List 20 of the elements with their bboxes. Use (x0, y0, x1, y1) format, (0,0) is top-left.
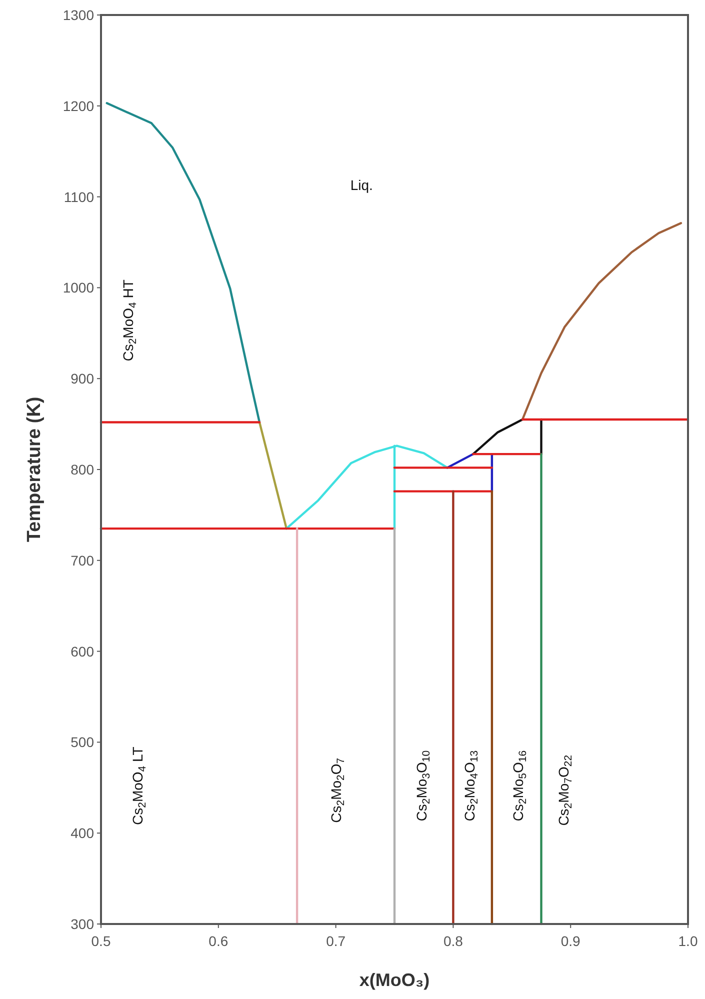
y-tick-label: 500 (70, 734, 94, 750)
y-tick-label: 600 (70, 643, 94, 660)
annotation: Liq. (350, 176, 373, 193)
x-tick-label: 0.7 (326, 933, 346, 949)
y-tick-label: 1300 (62, 7, 94, 23)
y-tick-label: 1100 (64, 188, 94, 205)
x-tick-label: 0.5 (91, 933, 111, 949)
x-tick-label: 0.9 (560, 933, 581, 949)
y-tick-label: 800 (70, 462, 94, 478)
y-tick-label: 1000 (62, 280, 94, 296)
x-tick-label: 0.6 (208, 933, 228, 949)
y-axis-title: Temperature (K) (24, 396, 45, 542)
y-tick-label: 1200 (62, 98, 94, 114)
y-tick-label: 400 (70, 825, 94, 842)
x-tick-label: 1.0 (678, 933, 698, 949)
y-tick-label: 700 (70, 552, 94, 568)
y-tick-label: 300 (70, 916, 94, 932)
y-tick-label: 900 (70, 370, 94, 387)
x-axis-title: x(MoO₃) (359, 970, 430, 990)
x-tick-label: 0.8 (443, 933, 464, 949)
